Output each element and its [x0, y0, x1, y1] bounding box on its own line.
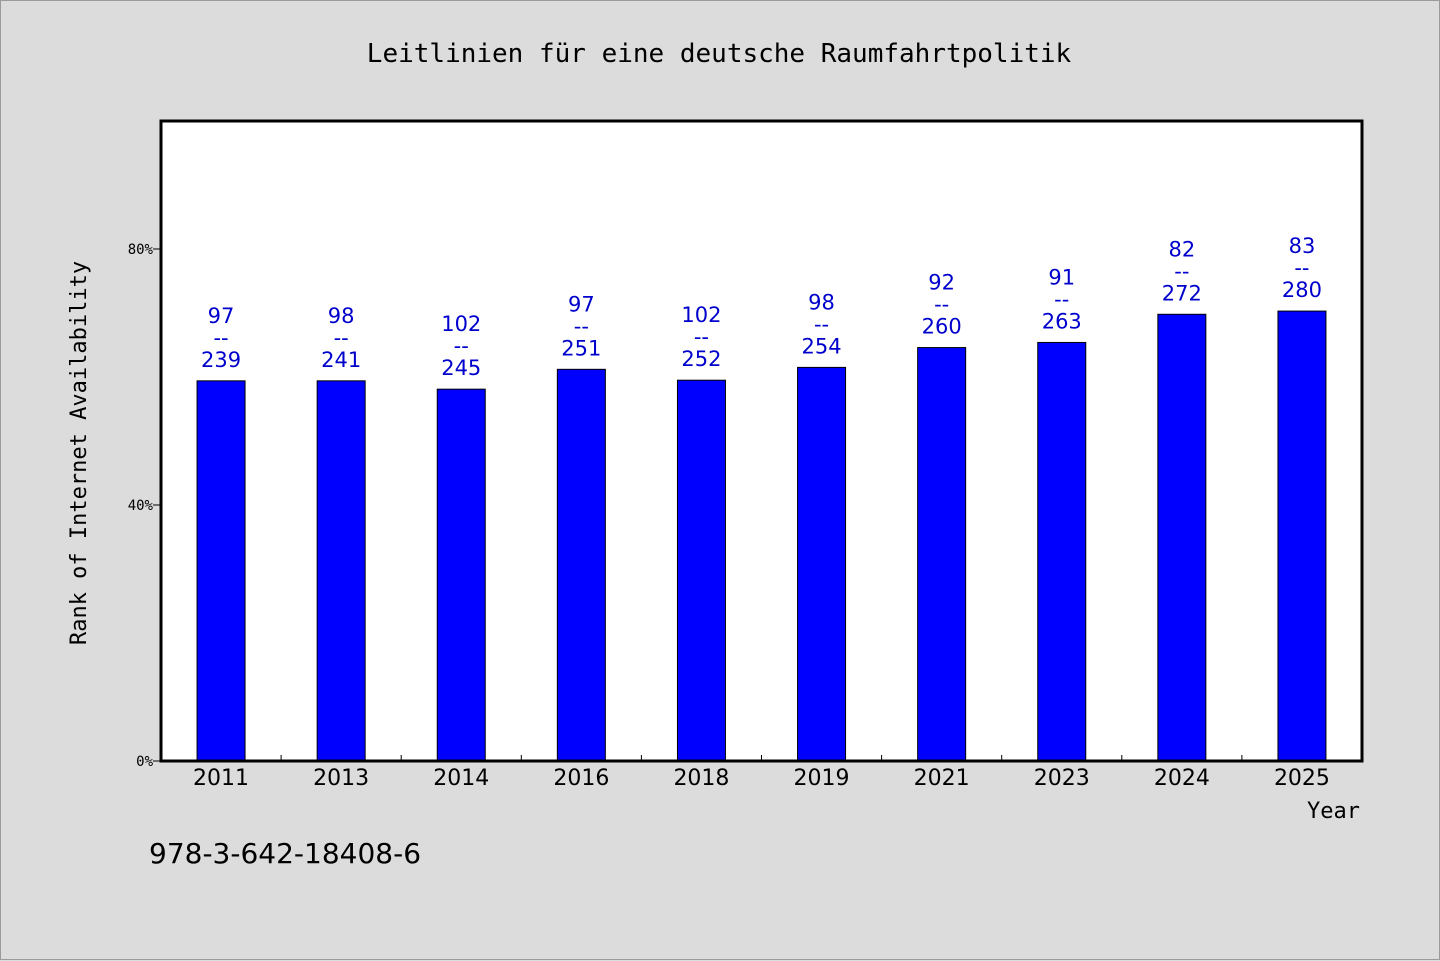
plot-border — [159, 119, 1364, 763]
y-tick-label-0: 0% — [136, 754, 153, 770]
data-label-2023-1: -- — [1054, 287, 1069, 311]
x-tick-label-2019: 2019 — [794, 766, 850, 791]
data-label-2013-2: 241 — [321, 348, 361, 372]
x-tick-label-2023: 2023 — [1034, 766, 1090, 791]
data-labels: 97--23998--241102--24597--251102--25298-… — [201, 234, 1322, 380]
data-label-2024-1: -- — [1174, 259, 1189, 283]
data-label-2025-1: -- — [1294, 256, 1309, 280]
bar-2025 — [1277, 310, 1327, 762]
data-label-2018-1: -- — [694, 325, 709, 349]
y-tick-label-40: 40% — [128, 498, 154, 514]
data-label-2013-0: 98 — [328, 304, 355, 328]
x-axis: 2011 2013 2014 2016 2018 2019 2021 2023 2024 2025 — [193, 755, 1330, 791]
data-label-2018-2: 252 — [681, 347, 721, 371]
data-label-2023-2: 263 — [1042, 309, 1082, 333]
bar-2018 — [676, 379, 726, 762]
data-label-2019-2: 254 — [802, 334, 842, 358]
y-axis: 0% 40% 80% — [128, 242, 161, 770]
data-label-2011-1: -- — [213, 326, 228, 350]
isbn-footnote: 978-3-642-18408-6 — [149, 837, 421, 870]
bar-2011 — [196, 380, 246, 762]
x-tick-label-2016: 2016 — [553, 766, 609, 791]
x-tick-label-2021: 2021 — [914, 766, 970, 791]
x-tick-label-2018: 2018 — [673, 766, 729, 791]
y-tick-label-80: 80% — [128, 242, 154, 258]
data-label-2011-2: 239 — [201, 348, 241, 372]
data-label-2016-2: 251 — [561, 336, 601, 360]
data-label-2018-0: 102 — [681, 303, 721, 327]
data-label-2014-0: 102 — [441, 312, 481, 336]
bar-2023 — [1037, 341, 1087, 762]
bar-2019 — [797, 366, 847, 762]
chart-title: Leitlinien für eine deutsche Raumfahrtpo… — [367, 39, 1072, 69]
x-axis-label: Year — [1307, 799, 1360, 824]
x-tick-label-2024: 2024 — [1154, 766, 1210, 791]
data-label-2016-0: 97 — [568, 292, 595, 316]
x-tick-label-2014: 2014 — [433, 766, 489, 791]
data-label-2023-0: 91 — [1048, 265, 1075, 289]
bar-2014 — [436, 388, 486, 762]
data-label-2024-0: 82 — [1168, 237, 1195, 261]
data-label-2011-0: 97 — [208, 304, 235, 328]
bar-2013 — [316, 380, 366, 762]
x-tick-label-2025: 2025 — [1274, 766, 1330, 791]
data-label-2021-0: 92 — [928, 271, 955, 295]
bar-2016 — [556, 368, 606, 762]
data-label-2021-1: -- — [934, 293, 949, 317]
x-tick-label-2011: 2011 — [193, 766, 249, 791]
data-label-2025-2: 280 — [1282, 278, 1322, 302]
data-label-2016-1: -- — [574, 314, 589, 338]
bar-2021 — [917, 347, 967, 762]
data-label-2019-1: -- — [814, 312, 829, 336]
data-label-2014-2: 245 — [441, 356, 481, 380]
data-label-2014-1: -- — [454, 334, 469, 358]
data-label-2024-2: 272 — [1162, 281, 1202, 305]
data-label-2025-0: 83 — [1289, 234, 1316, 258]
data-label-2013-1: -- — [334, 326, 349, 350]
bar-2024 — [1157, 313, 1207, 762]
data-label-2019-0: 98 — [808, 290, 835, 314]
x-tick-label-2013: 2013 — [313, 766, 369, 791]
bar-series — [196, 310, 1327, 762]
y-axis-label: Rank of Internet Availability — [67, 261, 92, 645]
data-label-2021-2: 260 — [922, 315, 962, 339]
